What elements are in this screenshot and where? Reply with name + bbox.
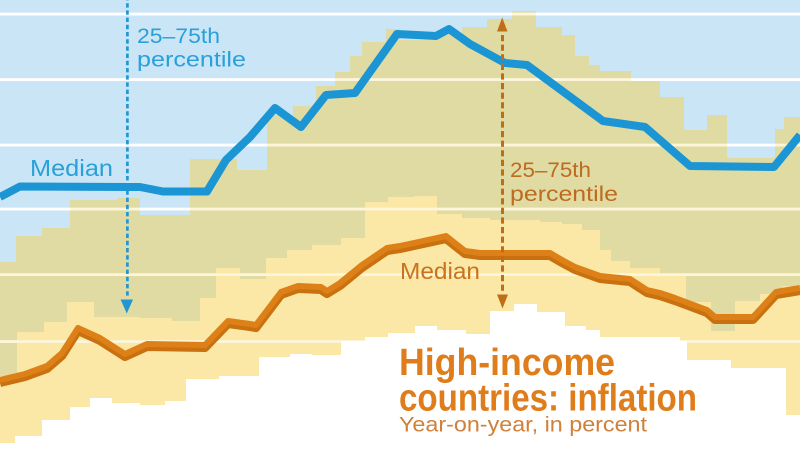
svg-text:25–75th: 25–75th	[137, 24, 220, 48]
svg-text:25–75th: 25–75th	[510, 158, 591, 182]
svg-text:High-income: High-income	[399, 342, 615, 384]
svg-text:Median: Median	[30, 155, 113, 181]
svg-text:countries: inflation: countries: inflation	[399, 378, 697, 420]
svg-text:percentile: percentile	[137, 48, 246, 72]
svg-text:Year-on-year, in percent: Year-on-year, in percent	[399, 413, 647, 437]
svg-text:percentile: percentile	[510, 182, 618, 206]
svg-text:Median: Median	[400, 258, 480, 284]
